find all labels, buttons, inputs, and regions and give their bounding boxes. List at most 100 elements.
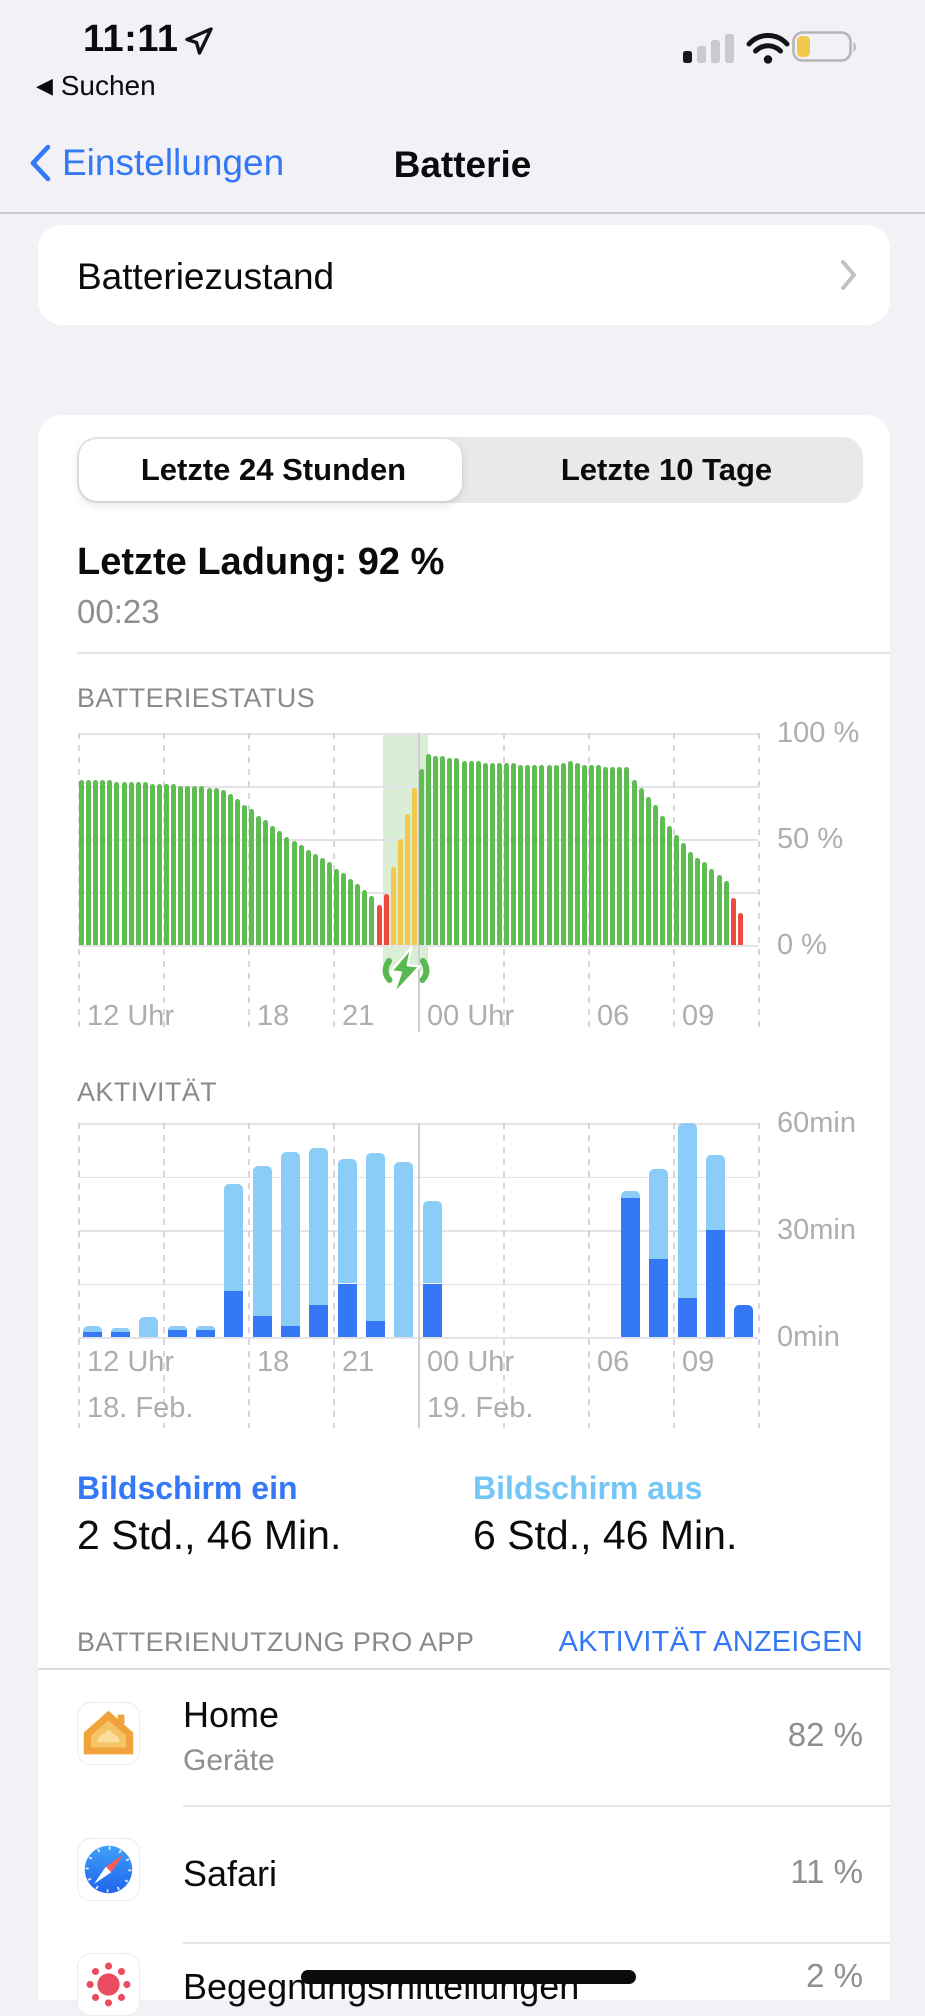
activity-bar-screen-off <box>677 1123 697 1298</box>
activity-bar-screen-off <box>82 1326 102 1332</box>
cellular-signal-icon <box>683 32 739 64</box>
back-to-app-label: Suchen <box>60 70 156 101</box>
status-bar-time: 11:11 <box>83 18 179 60</box>
battery-level-bar <box>574 762 580 945</box>
activity-bar-screen-off <box>621 1190 640 1198</box>
nav-back-button[interactable]: Einstellungen <box>28 142 284 184</box>
app-percent: 2 % <box>806 1957 863 1994</box>
battery-level-bar <box>511 762 517 945</box>
battery-level-bar <box>298 845 304 945</box>
battery-level-bar <box>645 796 651 945</box>
battery-level-bar <box>546 764 552 945</box>
battery-level-bar <box>482 762 488 945</box>
x-gridline-dashed <box>673 733 675 1032</box>
battery-level-bar <box>121 781 127 945</box>
battery-level-bar <box>156 783 162 945</box>
activity-bar-screen-off <box>394 1162 414 1337</box>
battery-level-bar <box>404 813 410 945</box>
y-axis-tick-label: 0min <box>777 1321 840 1353</box>
battery-level-bar <box>397 839 403 945</box>
back-triangle-icon: ◀ <box>36 73 53 98</box>
battery-level-bar <box>419 769 425 945</box>
x-gridline-dashed <box>248 733 250 1032</box>
battery-level-bar <box>135 781 141 945</box>
battery-health-card[interactable] <box>38 225 890 325</box>
activity-bar-screen-off <box>111 1328 130 1332</box>
battery-level-bar <box>716 875 722 945</box>
battery-level-chart[interactable] <box>78 733 758 946</box>
battery-level-bar <box>100 779 106 945</box>
exposure-notifications-icon <box>77 1953 140 2016</box>
y-axis-tick-label: 100 % <box>777 717 860 749</box>
battery-level-bar <box>504 762 510 945</box>
x-axis-tick-label: 12 Uhr <box>87 1346 175 1378</box>
battery-level-bar <box>631 779 637 945</box>
screen-on-label: Bildschirm ein <box>77 1470 298 1506</box>
x-gridline-dashed <box>333 733 335 1032</box>
battery-level-bar <box>185 786 191 945</box>
screen-off-label: Bildschirm aus <box>473 1470 703 1506</box>
row-divider <box>183 1805 890 1807</box>
battery-level-bar <box>107 779 113 945</box>
segment-last-10-days[interactable]: Letzte 10 Tage <box>560 452 773 487</box>
nav-back-label: Einstellungen <box>62 142 285 183</box>
back-to-app-button[interactable]: ◀ Suchen <box>36 70 156 102</box>
activity-bar-screen-off <box>649 1169 669 1259</box>
battery-level-bar <box>525 764 531 945</box>
segment-last-24-hours[interactable]: Letzte 24 Stunden <box>140 452 407 487</box>
battery-level-bar <box>702 862 708 945</box>
segment-selected-pill <box>79 439 462 501</box>
activity-chart[interactable] <box>78 1123 758 1337</box>
usage-section-header: BATTERIENUTZUNG PRO APP <box>77 1627 475 1657</box>
battery-level-bar <box>440 756 446 945</box>
battery-level-bar <box>723 881 729 945</box>
battery-level-bar <box>241 805 247 945</box>
battery-level-bar <box>319 858 325 945</box>
section-divider <box>77 652 890 654</box>
battery-level-bar <box>334 868 340 945</box>
activity-bar-screen-on <box>167 1329 187 1337</box>
location-services-icon <box>180 24 216 60</box>
battery-level-bar <box>362 889 368 945</box>
app-name: Home <box>183 1694 280 1735</box>
show-activity-button[interactable]: AKTIVITÄT ANZEIGEN <box>558 1626 863 1658</box>
battery-level-bar <box>426 754 432 945</box>
activity-bar-screen-off <box>309 1147 329 1305</box>
battery-level-bar <box>447 758 453 945</box>
x-gridline-dashed <box>588 733 590 1032</box>
battery-level-bar <box>695 858 701 945</box>
battery-status-icon <box>792 31 858 63</box>
battery-level-bar <box>560 762 566 945</box>
app-percent: 11 % <box>790 1853 863 1890</box>
x-axis-date-label: 19. Feb. <box>427 1392 534 1424</box>
activity-bar-screen-on <box>366 1320 385 1337</box>
battery-level-bar <box>291 841 297 945</box>
battery-level-bar <box>369 896 375 945</box>
battery-level-bar <box>390 866 396 945</box>
x-axis-tick-label: 00 Uhr <box>427 1000 515 1032</box>
app-percent: 82 % <box>787 1716 863 1753</box>
battery-level-bar <box>79 779 85 945</box>
x-axis-date-label: 18. Feb. <box>87 1392 194 1424</box>
y-axis-tick-label: 0 % <box>777 929 827 961</box>
battery-level-bar <box>610 766 616 945</box>
x-axis-tick-label: 06 <box>597 1000 630 1032</box>
x-gridline-dashed <box>248 1123 250 1428</box>
activity-bar-screen-off <box>281 1151 300 1327</box>
activity-bar-screen-off <box>337 1158 357 1284</box>
nav-divider <box>0 212 925 214</box>
battery-level-bar <box>93 779 99 945</box>
activity-chart-title: AKTIVITÄT <box>77 1077 218 1107</box>
app-row-home[interactable] <box>38 1669 890 1805</box>
battery-level-bar <box>142 781 148 945</box>
battery-level-bar <box>128 781 134 945</box>
x-gridline-dashed <box>758 733 760 1032</box>
battery-level-bar <box>234 798 240 945</box>
app-row-safari[interactable] <box>38 1806 890 1942</box>
battery-level-bar <box>496 762 502 945</box>
x-axis-tick-label: 18 <box>257 1346 290 1378</box>
activity-bar-screen-on <box>621 1197 640 1337</box>
battery-level-bar <box>164 783 170 945</box>
safari-app-icon <box>77 1838 140 1901</box>
